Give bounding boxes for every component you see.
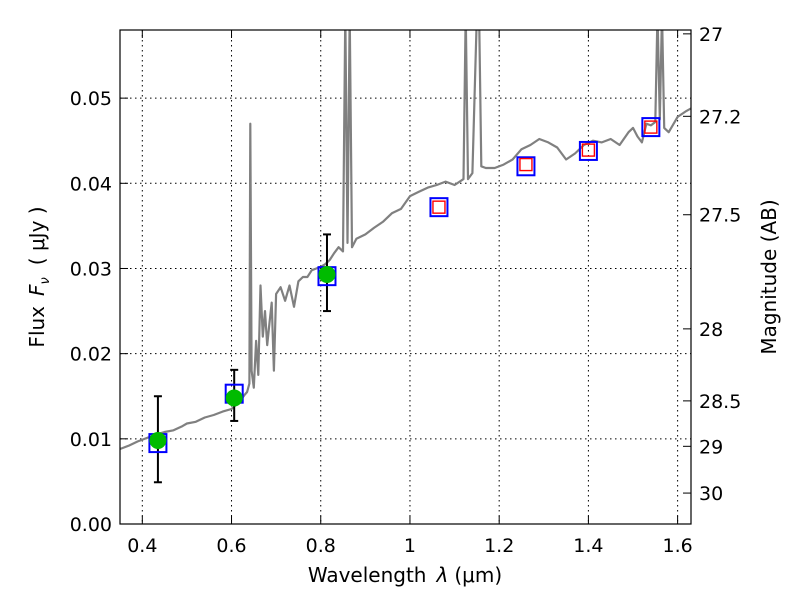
mag-tick-label: 29 <box>699 436 723 458</box>
x-axis-title: Wavelength λ (μm) <box>308 563 502 587</box>
x-tick-label: 1.4 <box>573 535 603 557</box>
mag-tick-label: 27.2 <box>699 106 741 128</box>
y-tick-label: 0.00 <box>70 514 112 536</box>
observed-point <box>149 432 167 450</box>
model-flux-box <box>429 197 449 218</box>
observed-point <box>225 389 243 407</box>
model-flux-box <box>641 117 661 138</box>
x-tick-label: 1 <box>404 535 416 557</box>
y-tick-label: 0.05 <box>70 88 112 110</box>
x-tick-label: 0.4 <box>127 535 157 557</box>
x-tick-label: 0.8 <box>306 535 336 557</box>
model-flux-box <box>516 156 536 177</box>
mag-tick-label: 27 <box>699 24 723 46</box>
x-tick-label: 0.6 <box>216 535 246 557</box>
model-box-series <box>148 117 661 454</box>
axis-ticks: 0.4 0.6 0.8 1 1.2 1.4 1.6 0.00 0.01 0.02 0.03 0.04 0… <box>70 24 742 557</box>
spectrum-series <box>120 30 691 451</box>
mag-tick-label: 28 <box>699 319 723 341</box>
x-tick-label: 1.2 <box>484 535 514 557</box>
y-axis-title: FluxFν( μJy ) <box>25 206 53 347</box>
measurement-box <box>432 200 446 214</box>
y-tick-label: 0.03 <box>70 258 112 280</box>
measurement-box <box>519 157 533 172</box>
errorbar-series <box>153 233 331 484</box>
y-tick-label: 0.04 <box>70 173 112 195</box>
measurement-box <box>581 143 596 157</box>
y-tick-label: 0.02 <box>70 344 112 366</box>
mag-tick-label: 27.5 <box>699 205 741 227</box>
mag-tick-label: 30 <box>699 483 723 505</box>
measurement-box <box>644 120 658 134</box>
x-tick-label: 1.6 <box>663 535 693 557</box>
spectrum-line <box>120 30 691 451</box>
observed-point <box>318 265 336 283</box>
observed-point-series <box>149 265 336 450</box>
grid-lines <box>120 30 691 525</box>
y2-axis-title: Magnitude (AB) <box>757 199 781 354</box>
model-flux-box <box>578 140 598 161</box>
y-tick-label: 0.01 <box>70 429 112 451</box>
plot-frame <box>119 29 692 525</box>
mag-tick-label: 28.5 <box>699 391 741 413</box>
